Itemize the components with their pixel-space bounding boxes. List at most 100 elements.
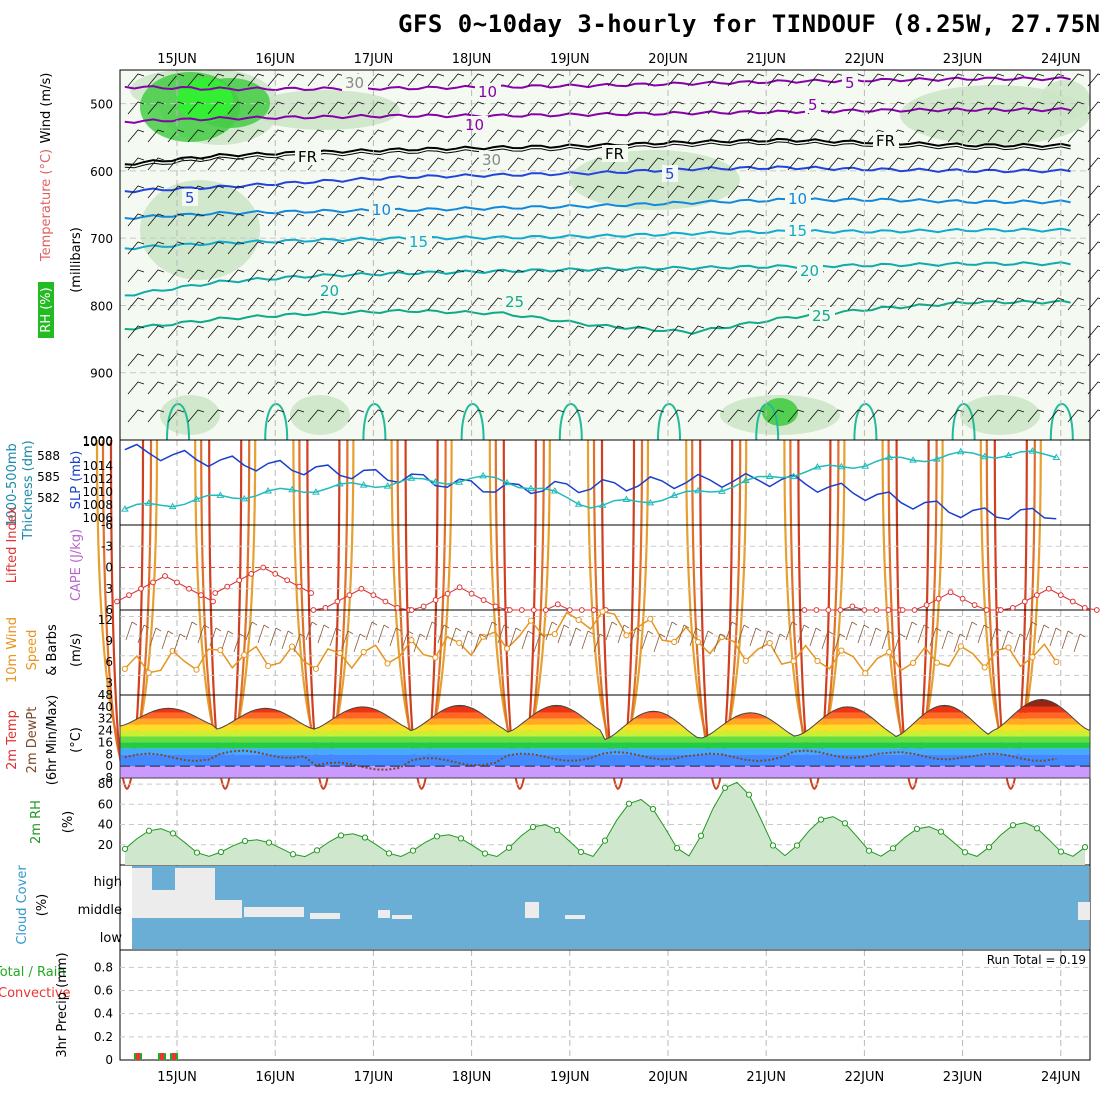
wind-barb <box>187 213 205 227</box>
surface-isotherm <box>362 403 387 441</box>
panel-frame <box>119 949 1091 1061</box>
wind-barb <box>447 157 465 171</box>
rh-marker <box>361 834 369 841</box>
wind-barb <box>747 157 765 171</box>
wind-barb <box>527 325 545 339</box>
wind-barb <box>367 157 385 171</box>
wind-barb <box>987 325 1005 339</box>
y-axis-label: 10m Wind <box>5 617 20 683</box>
wind-barb <box>907 409 925 423</box>
temp-band <box>120 742 1090 749</box>
rh-marker <box>745 791 753 798</box>
wind-barb <box>1087 241 1100 255</box>
slp-tick: 1000 <box>82 435 113 449</box>
wind-barb <box>845 621 858 641</box>
thickness-line-marker <box>312 488 320 495</box>
lifted-marker <box>444 590 451 597</box>
date-label-bottom: 23JUN <box>943 1070 983 1085</box>
wind-barb <box>947 185 965 199</box>
rh-marker <box>769 842 777 849</box>
wind-barb <box>727 157 745 171</box>
wind-barb <box>627 409 645 423</box>
wind-speed-line-marker <box>981 664 988 671</box>
wind-barb <box>827 409 845 423</box>
wind-barb <box>647 409 665 423</box>
lifted-marker <box>480 597 487 603</box>
wind-barb <box>787 157 805 171</box>
lifted-tick: -3 <box>101 539 113 553</box>
wind-barb <box>727 297 745 311</box>
y-tick-label: 500 <box>90 98 113 112</box>
isotherm-label: 10 <box>478 83 497 101</box>
wind-barb <box>1047 157 1065 171</box>
date-label-bottom: 20JUN <box>648 1070 688 1085</box>
wind-barb <box>347 241 365 255</box>
wind-barb <box>507 325 525 339</box>
wind-barb <box>207 381 225 395</box>
wind-speed-line-marker <box>360 648 367 656</box>
wind-barb <box>527 185 545 199</box>
wind-barb <box>447 325 465 339</box>
wind-barb <box>907 185 925 199</box>
lifted-marker <box>825 607 832 613</box>
lifted-marker <box>468 590 475 597</box>
isotherm-label: FR <box>298 148 317 166</box>
wind-barb <box>269 627 282 647</box>
wind-barb <box>187 269 205 283</box>
chart-title: GFS 0~10day 3-hourly for TINDOUF (8.25W,… <box>398 10 1100 38</box>
wind-barb <box>727 353 745 367</box>
wind-speed-line-marker <box>503 645 511 652</box>
wind-barb <box>247 101 265 115</box>
lifted-marker <box>358 585 365 592</box>
wind-barb <box>567 297 585 311</box>
wind-barb <box>147 269 165 283</box>
date-label-bottom: 22JUN <box>845 1070 885 1085</box>
wind-barb <box>353 633 366 653</box>
wind-barb <box>587 241 605 255</box>
cloud-gap <box>378 910 390 918</box>
isotherm-label-bg <box>809 307 835 324</box>
thickness-line-marker <box>789 472 798 480</box>
wind-barb <box>487 213 505 227</box>
y-axis-label: Temperature (°C) <box>39 149 54 262</box>
wind-barb <box>447 269 465 283</box>
wind-barb <box>227 297 245 311</box>
wind-barb <box>293 633 306 653</box>
wind-barb <box>227 157 245 171</box>
wind-barb <box>267 241 285 255</box>
thickness-line-marker <box>861 462 870 469</box>
wind-barb <box>725 621 738 641</box>
wind-barb <box>207 213 225 227</box>
wind-barb <box>807 241 825 255</box>
wind-barb <box>367 73 385 87</box>
wind-barb <box>587 325 605 339</box>
wind-barb <box>173 633 186 653</box>
cloud-gap <box>244 907 304 917</box>
wind-barb <box>167 409 185 423</box>
isotherm-label-bg <box>369 201 395 218</box>
wind-barb <box>667 101 685 115</box>
wind-barb <box>767 129 785 143</box>
lifted-marker <box>186 585 192 592</box>
wind-barb <box>727 269 745 283</box>
thickness-line-marker <box>909 456 917 463</box>
lifted-marker <box>322 604 329 611</box>
wind-barb <box>497 624 510 644</box>
wind-barb <box>967 269 985 283</box>
wind-barb <box>587 185 605 199</box>
wind-barb <box>947 409 965 423</box>
wind-barb <box>485 621 498 641</box>
wind-barb <box>787 409 805 423</box>
wind-barb <box>167 213 185 227</box>
temp-band <box>120 754 1090 767</box>
cloud-gap <box>175 868 190 918</box>
wind-barb <box>187 325 205 339</box>
wind-barb <box>607 213 625 227</box>
wind-barb <box>167 73 185 87</box>
wind-barb <box>607 129 625 143</box>
wind-barb <box>847 185 865 199</box>
y-tick-label: 600 <box>90 165 113 179</box>
wind-barb <box>587 297 605 311</box>
lifted-marker <box>1081 604 1088 611</box>
wind-barb <box>1047 297 1065 311</box>
